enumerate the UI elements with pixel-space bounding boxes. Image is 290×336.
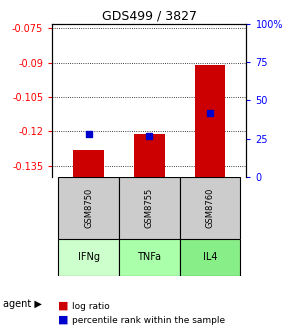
Text: GSM8760: GSM8760 [206,188,215,228]
Text: percentile rank within the sample: percentile rank within the sample [72,316,226,325]
Text: GSM8755: GSM8755 [145,188,154,228]
Text: IL4: IL4 [203,252,217,262]
FancyBboxPatch shape [119,239,180,276]
Bar [73,150,104,177]
Text: log ratio: log ratio [72,302,110,311]
Bar [134,134,164,177]
Text: agent ▶: agent ▶ [3,299,42,309]
FancyBboxPatch shape [58,177,119,239]
Text: ■: ■ [58,314,68,325]
FancyBboxPatch shape [58,239,119,276]
FancyBboxPatch shape [180,239,240,276]
Text: IFNg: IFNg [78,252,100,262]
Bar [195,65,225,177]
FancyBboxPatch shape [180,177,240,239]
Text: TNFa: TNFa [137,252,161,262]
FancyBboxPatch shape [119,177,180,239]
Text: GSM8750: GSM8750 [84,188,93,228]
Text: ■: ■ [58,301,68,311]
Title: GDS499 / 3827: GDS499 / 3827 [102,9,197,23]
